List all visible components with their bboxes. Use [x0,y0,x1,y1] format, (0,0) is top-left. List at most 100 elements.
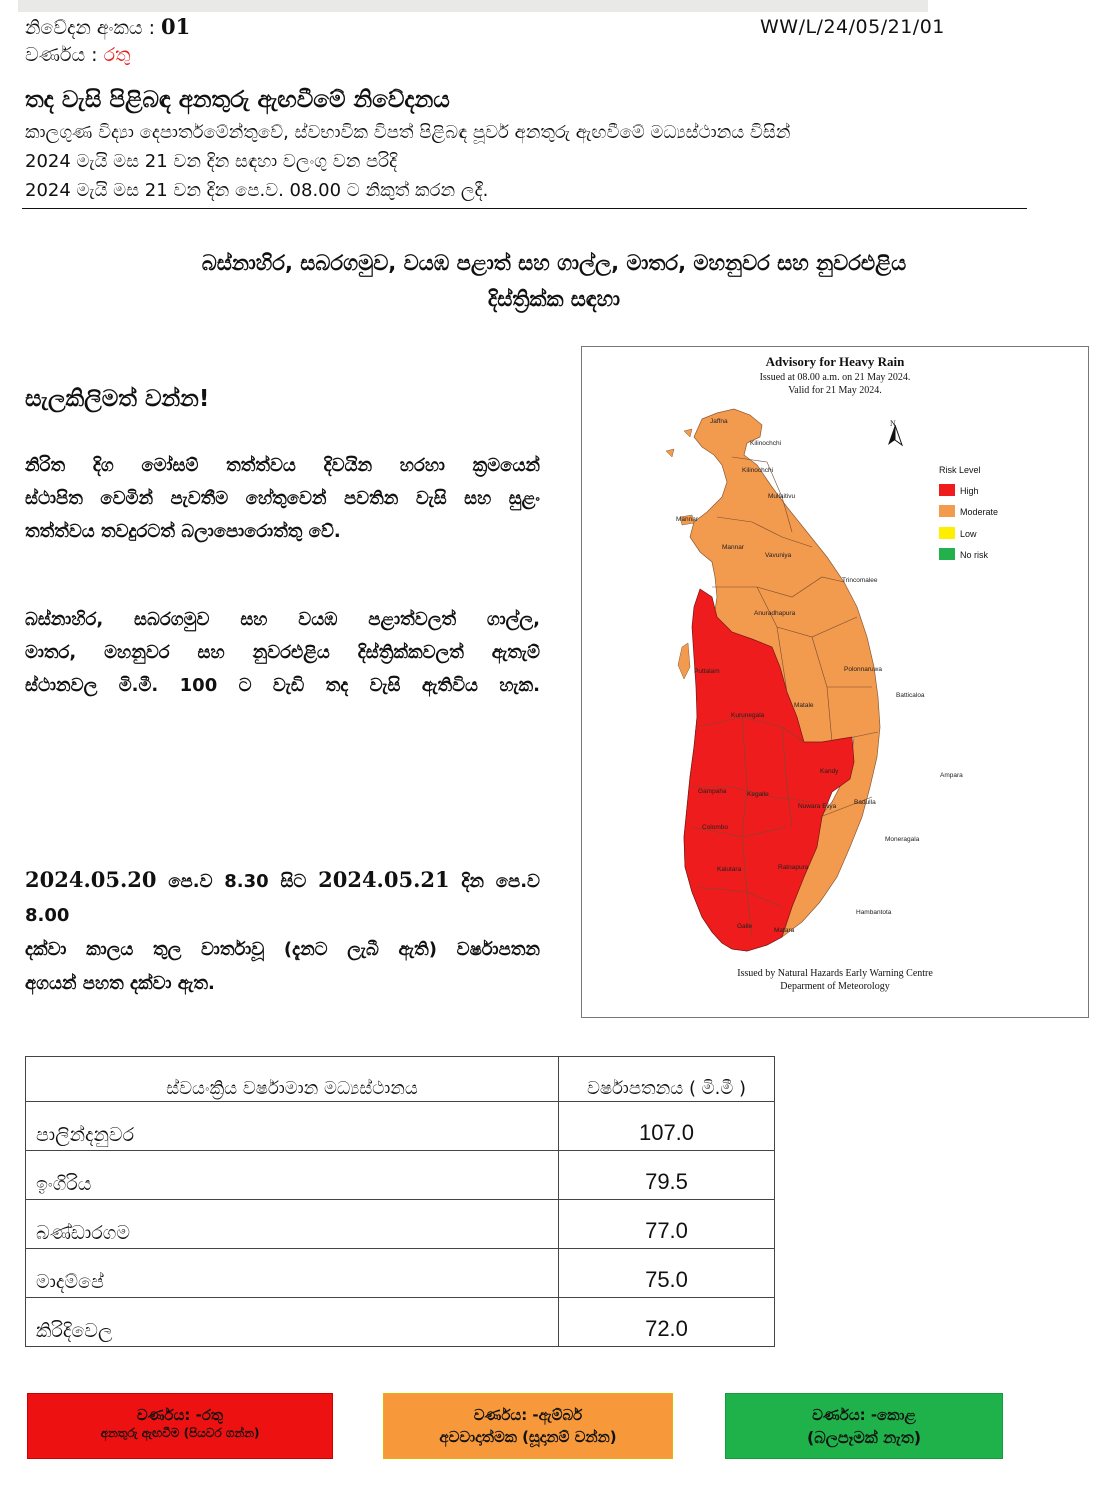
map-footer-2: Deparment of Meteorology [780,981,890,992]
legend-label-low: Low [960,529,977,539]
station-name: කිරිදිවෙල [25,1297,559,1347]
label-galle: Galle [737,923,753,930]
label-jaffna: Jaffna [710,418,728,425]
header-divider [22,208,1027,209]
legend-label-no-risk: No risk [960,550,989,560]
map-issued: Issued at 08.00 a.m. on 21 May 2024. [759,372,911,383]
notice-number: 01 [161,14,191,39]
label-mullaitivu: Mullaitivu [768,493,795,500]
table-row: බණ්ඩාරගම 77.0 [25,1199,775,1249]
rainfall-value: 75.0 [558,1248,775,1298]
label-ampara: Ampara [940,772,963,779]
district-boundaries [691,456,879,938]
label-mannar: Mannar [722,544,745,551]
legend-label-moderate: Moderate [960,507,999,517]
label-mannar-island: Mannar [676,516,699,523]
amber-box-subtitle: අවවාදාත්මක (සූදානම් වන්න) [439,1428,617,1446]
legend-swatch-no-risk [939,548,955,560]
station-name: බණ්ඩාරගම [25,1199,559,1249]
label-ratnapura: Ratnapura [778,864,809,871]
label-kegalle: Kegalle [747,791,769,798]
label-nuwara-eliya: Nuwara Eliya [798,803,837,810]
label-kilinochchi: Kilinochchi [750,440,781,447]
label-matale: Matale [794,702,814,709]
table-row: පාලින්දනුවර 107.0 [25,1101,775,1151]
north-arrow-icon [888,424,903,447]
column-header-station: ස්වයංක්‍රිය වර්ෂාමාන මධ්‍යස්ථානය [25,1056,559,1102]
table-row: මාදම්පේ 75.0 [25,1248,775,1298]
subtitle-line-2: 2024 මැයි මස 21 වන දින සඳහා වලංගු වන පරි… [25,151,398,172]
period-to: 2024.05.21 [318,867,450,892]
rainfall-value: 79.5 [558,1150,775,1200]
amber-box-title: වර්ණය: -ඇම්බර් [473,1406,583,1424]
label-polonnaruwa: Polonnaruwa [844,666,882,673]
legend-swatch-high [939,484,955,496]
top-grey-bar [18,0,928,12]
label-anuradhapura: Anuradhapura [754,610,796,617]
period-to-time: දින පෙ.ව 8.00 [25,871,540,926]
districts-line-1: බස්නාහිර, සබරගමුව, වයඹ පළාත් සහ ගාල්ල, ම… [201,251,907,275]
period-line-3: අගයන් පහත දක්වා ඇත. [25,973,215,994]
green-box-title: වර්ණය: -කොළ [812,1406,916,1424]
period-from: 2024.05.20 [25,867,157,892]
paragraph-1-line: ස්ථාපිත වෙමින් පැවතීම හේතුවෙන් පවතින වැස… [25,488,540,509]
high-risk-region [683,588,855,952]
label-badulla: Badulla [854,799,876,806]
map-footer-1: Issued by Natural Hazards Early Warning … [737,968,933,979]
period-line-2: දක්වා කාලය තුල වාර්තාවූ (දැනට ලැබී ඇති) … [25,939,540,960]
label-kilinochchi-2: Kilinochchi [742,467,773,474]
subtitle-line-3: 2024 මැයි මස 21 වන දින පෙ.ව. 08.00 ට නික… [25,180,489,201]
paragraph-2: බස්නාහිර, සබරගමුව සහ වයඹ පළාත්වලත් ගාල්ල… [25,603,540,702]
page-title: තද වැසි පිළිබඳ අනතුරු ඇඟවීමේ නිවේදනය [25,87,450,113]
notice-label: නිවේදන අංකය : [25,17,162,39]
period-line-1: 2024.05.20 පෙ.ව 8.30 සිට 2024.05.21 දින … [25,863,540,933]
map-title: Advisory for Heavy Rain [765,354,905,369]
column-header-rainfall: වර්ෂාපතනය ( මි.මී ) [558,1056,775,1102]
districts-line-2: දිස්ත්‍රික්ක සඳහා [487,287,621,311]
advisory-map: Advisory for Heavy Rain Issued at 08.00 … [581,346,1089,1018]
alert-heading: සැලකිලිමත් වන්න! [25,386,210,412]
period-from-time: පෙ.ව 8.30 සිට [156,871,319,892]
rainfall-table: ස්වයංක්‍රිය වර්ෂාමාන මධ්‍යස්ථානය වර්ෂාපත… [25,1056,775,1347]
red-box-title: වර්ණය: -රතු [136,1406,224,1424]
period-paragraph: 2024.05.20 පෙ.ව 8.30 සිට 2024.05.21 දින … [25,863,540,1001]
reference-number: WW/L/24/05/21/01 [760,16,945,38]
legend-swatch-moderate [939,505,955,517]
green-warning-box: වර්ණය: -කොළ (බලපෑමක් නැත) [725,1393,1003,1459]
sri-lanka-map-svg: Jaffna Kilinochchi Kilinochchi Mullaitiv… [665,408,963,952]
legend-swatch-low [939,527,955,539]
red-box-subtitle: අනතුරු ඇඟවීම (පියවර ගන්න) [100,1426,260,1440]
label-kandy: Kandy [820,768,839,775]
label-trincomalee: Trincomalee [842,577,878,584]
label-colombo: Colombo [702,824,728,831]
amber-warning-box: වර්ණය: -ඇම්බර් අවවාදාත්මක (සූදානම් වන්න) [383,1393,673,1459]
label-kurunegala: Kurunegala [731,712,765,719]
notice-number-line: නිවේදන අංකය : 01 [25,14,190,39]
green-box-subtitle: (බලපෑමක් නැත) [806,1428,922,1447]
label-puttalam: Puttalam [694,668,720,675]
color-value: රතු [103,44,131,66]
legend-label-high: High [960,486,979,496]
label-batticaloa: Batticaloa [896,692,925,699]
label-hambantota: Hambantota [856,909,892,916]
label-gampaha: Gampaha [698,788,727,795]
label-moneragala: Moneragala [885,836,920,843]
red-warning-box: වර්ණය: -රතු අනතුරු ඇඟවීම (පියවර ගන්න) [27,1393,333,1459]
table-row: ඉංගිරිය 79.5 [25,1150,775,1200]
rainfall-value: 72.0 [558,1297,775,1347]
paragraph-1-line: තත්ත්වය තවදුරටත් බලාපොරොත්තු වේ. [25,521,341,542]
label-vavuniya: Vavuniya [765,552,792,559]
north-label: N [890,419,896,428]
rainfall-value: 107.0 [558,1101,775,1151]
rainfall-value: 77.0 [558,1199,775,1249]
label-kalutara: Kalutara [717,866,742,873]
subtitle-line-1: කාලගුණ විද්‍යා දෙපාර්තමේන්තුවේ, ස්වභාවික… [25,122,791,143]
table-header-row: ස්වයංක්‍රිය වර්ෂාමාන මධ්‍යස්ථානය වර්ෂාපත… [25,1056,775,1102]
paragraph-2-line: බස්නාහිර, සබරගමුව සහ වයඹ පළාත්වලත් ගාල්ල… [25,609,540,630]
paragraph-2-line: මාතර, මහනුවර සහ නුවරඑළිය දිස්ත්‍රික්කවලත… [25,642,540,663]
legend-title: Risk Level [939,465,981,475]
station-name: පාලින්දනුවර [25,1101,559,1151]
color-label: වර්ණය : [25,44,104,66]
table-row: කිරිදිවෙල 72.0 [25,1297,775,1347]
station-name: ඉංගිරිය [25,1150,559,1200]
